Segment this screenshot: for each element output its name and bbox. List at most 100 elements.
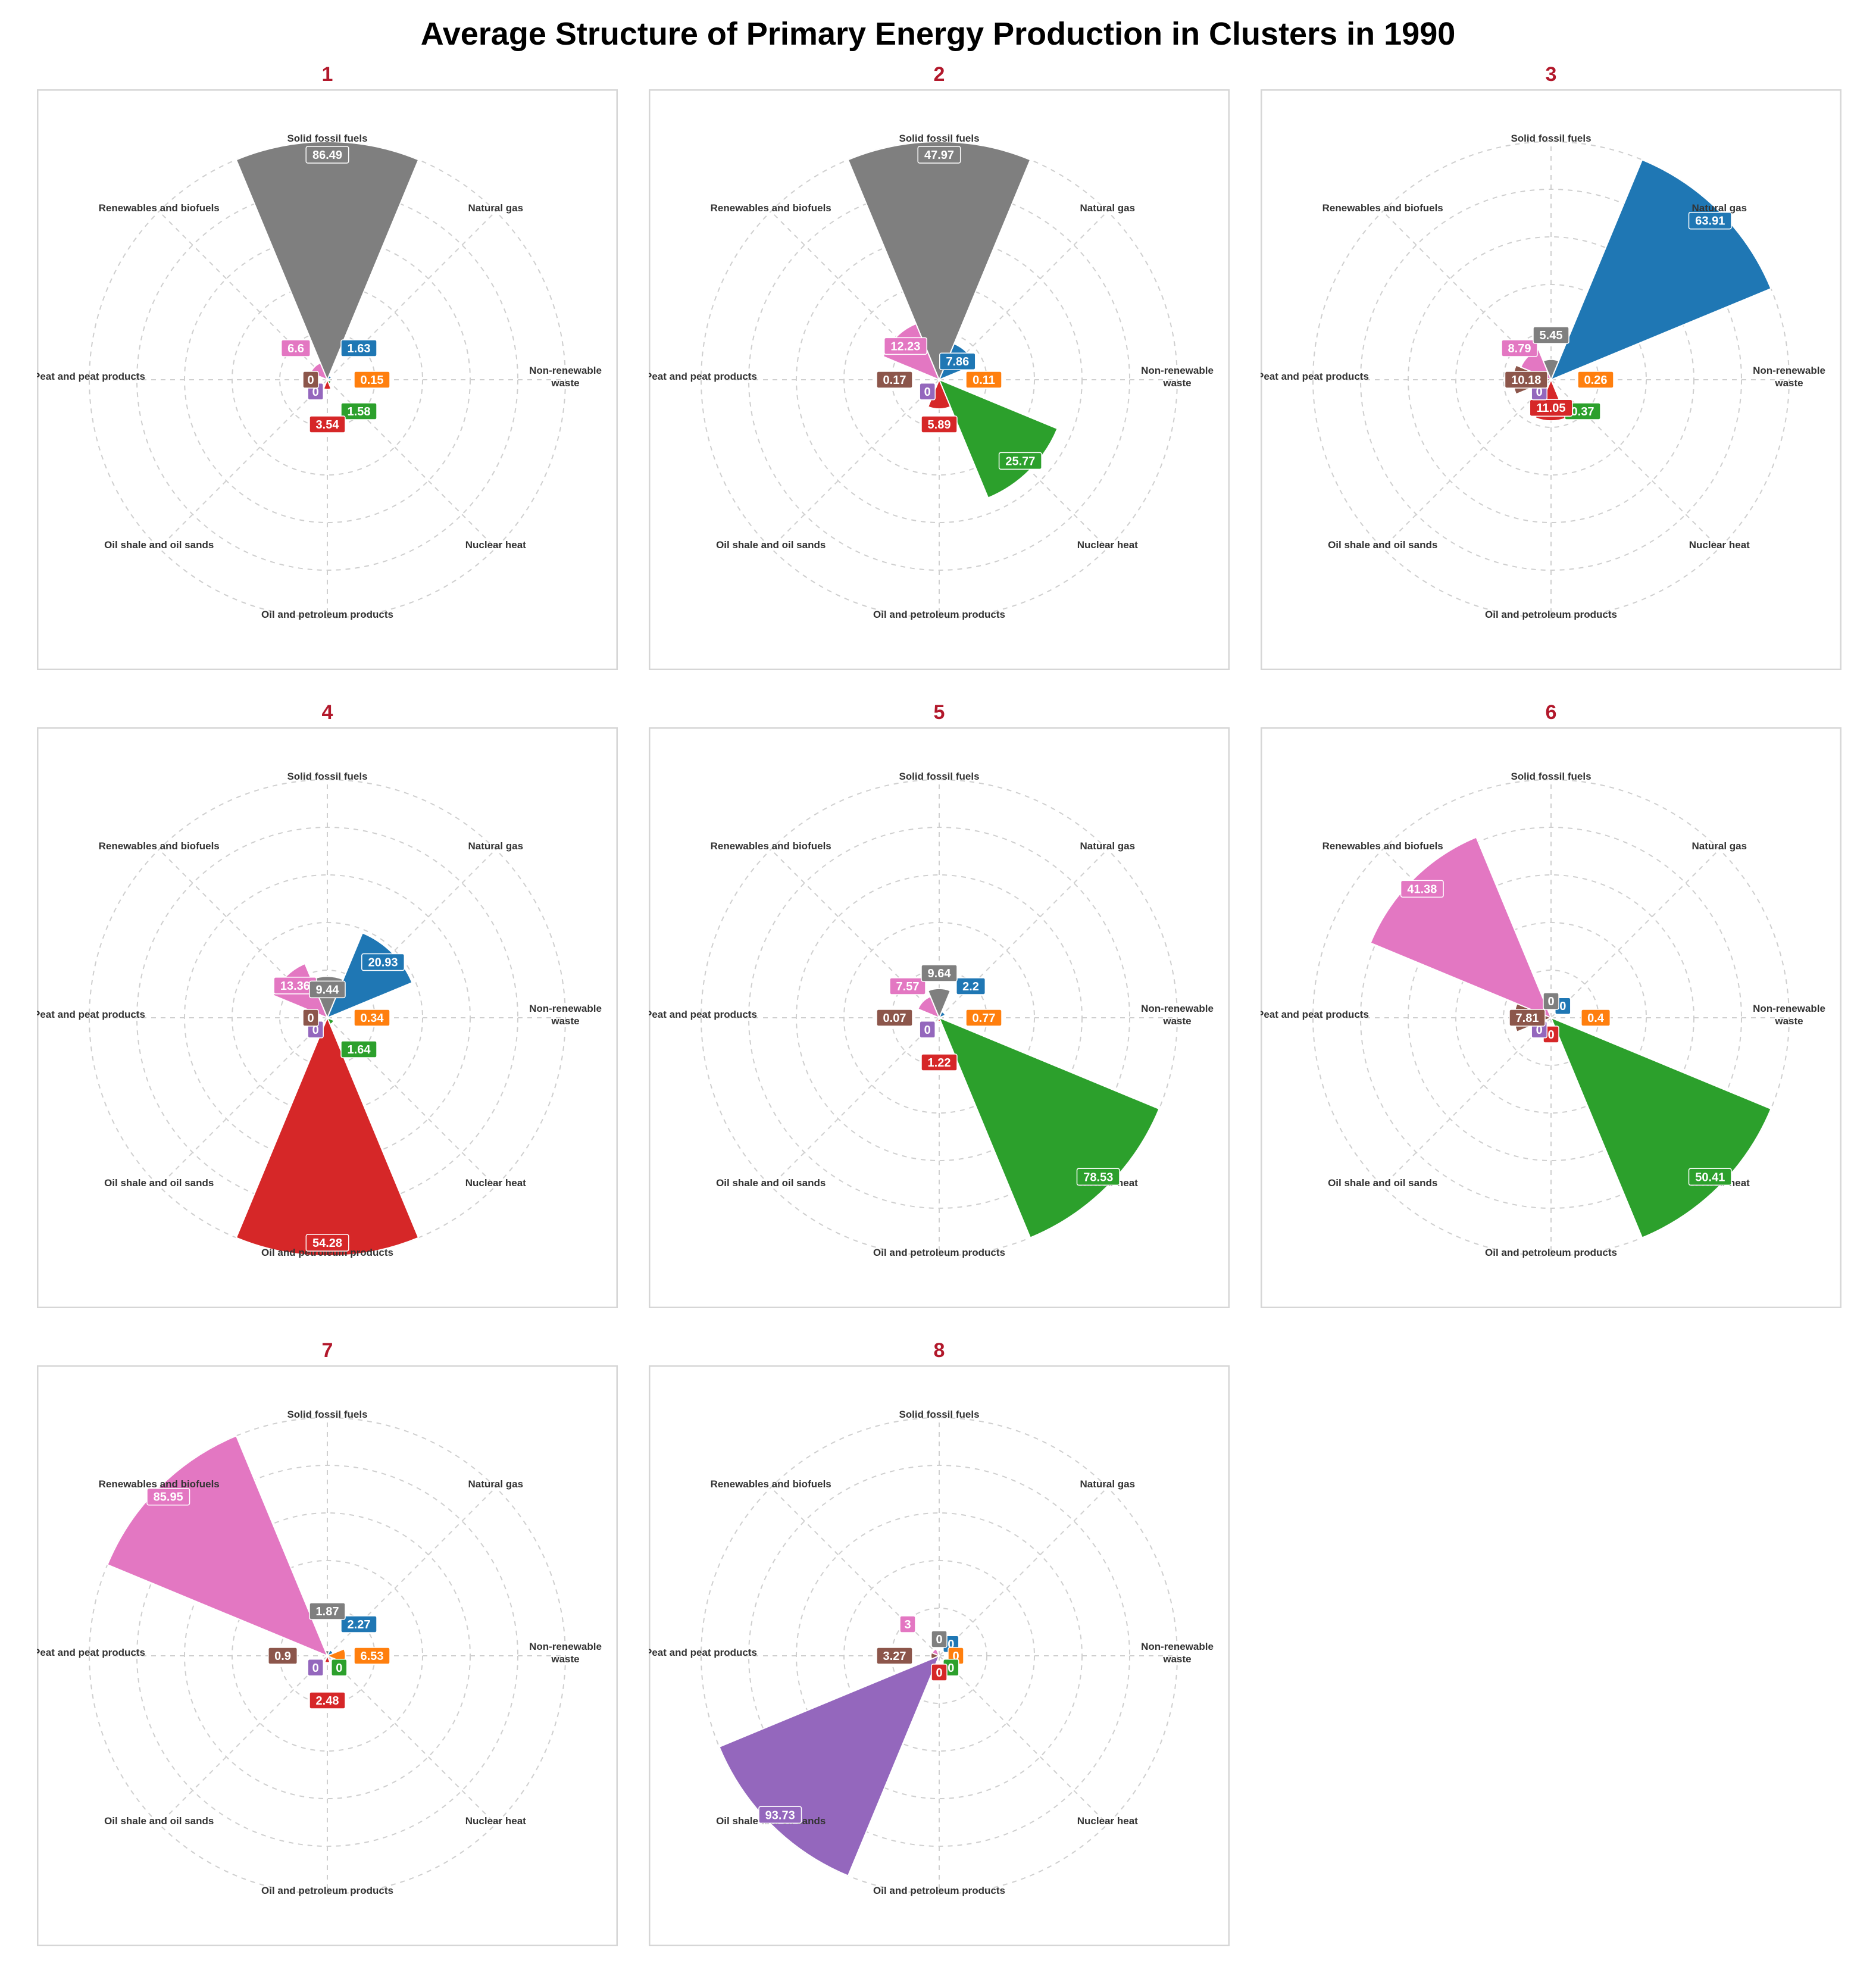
value-label-solid-fossil-fuels: 5.45 [1533,326,1569,344]
category-label-non-renewable-waste: Non-renewable waste [1141,1641,1214,1665]
value-label-nuclear-heat: 78.53 [1076,1168,1120,1186]
grid-spoke [158,1655,328,1825]
svg-text:47.97: 47.97 [924,149,954,162]
bar-solid-fossil-fuels [324,1650,330,1658]
value-label-oil-shale-and-oil-sands: 0 [919,1021,936,1039]
grid-spoke [939,1655,1108,1825]
category-label-solid-fossil-fuels: Solid fossil fuels [287,133,367,144]
category-label-peat-and-peat-products: Peat and peat products [37,1009,145,1020]
category-label-nuclear-heat: Nuclear heat [1077,539,1138,551]
category-label-oil-and-petroleum-products: Oil and petroleum products [261,1247,393,1258]
bar-oil-and-petroleum-products [937,1016,942,1023]
value-label-non-renewable-waste: 0.26 [1577,371,1614,389]
svg-text:0.17: 0.17 [883,374,906,387]
svg-text:78.53: 78.53 [1083,1171,1113,1184]
value-label-renewables-and-biofuels: 3 [899,1615,916,1633]
svg-text:86.49: 86.49 [312,149,342,162]
category-label-oil-and-petroleum-products: Oil and petroleum products [261,609,393,620]
svg-text:25.77: 25.77 [1005,455,1035,468]
grid-spoke [1550,849,1720,1018]
value-label-peat-and-peat-products: 3.27 [876,1647,913,1665]
grid-spoke [327,1655,496,1825]
svg-text:8.79: 8.79 [1508,342,1531,355]
value-label-peat-and-peat-products: 0 [302,1009,319,1027]
svg-text:1.64: 1.64 [348,1043,371,1056]
svg-text:0: 0 [1536,386,1543,399]
value-label-natural-gas: 1.63 [340,339,377,357]
value-label-peat-and-peat-products: 0.07 [876,1009,913,1027]
value-label-non-renewable-waste: 0.4 [1581,1009,1611,1027]
cluster-title: 5 [933,701,945,724]
grid-ring [89,141,566,618]
svg-text:7.86: 7.86 [946,355,969,368]
category-label-non-renewable-waste: Non-renewable waste [529,1003,602,1027]
bar-solid-fossil-fuels [1542,358,1560,382]
category-label-renewables-and-biofuels: Renewables and biofuels [711,1478,831,1490]
svg-text:0: 0 [1547,995,1554,1008]
svg-text:50.41: 50.41 [1695,1171,1725,1184]
cluster-title: 6 [1545,701,1557,724]
category-label-peat-and-peat-products: Peat and peat products [37,371,145,382]
value-label-renewables-and-biofuels: 6.6 [280,339,311,357]
category-label-oil-and-petroleum-products: Oil and petroleum products [1485,1247,1617,1258]
svg-text:2.48: 2.48 [316,1694,339,1708]
bar-oil-and-petroleum-products [927,378,952,410]
value-label-oil-and-petroleum-products: 5.89 [921,415,958,433]
grid-spoke [158,379,328,549]
svg-text:63.91: 63.91 [1695,215,1725,228]
value-label-nuclear-heat: 50.41 [1688,1168,1732,1186]
value-label-peat-and-peat-products: 0.9 [268,1647,298,1665]
grid-ring [701,779,1178,1256]
category-label-nuclear-heat: Nuclear heat [465,1815,526,1827]
category-label-nuclear-heat: Nuclear heat [1689,539,1750,551]
category-label-oil-shale-and-oil-sands: Oil shale and oil sands [104,539,214,551]
category-label-solid-fossil-fuels: Solid fossil fuels [899,771,979,782]
svg-text:1.63: 1.63 [348,342,371,355]
svg-text:3.54: 3.54 [316,418,340,432]
category-label-oil-shale-and-oil-sands: Oil shale and oil sands [104,1815,214,1827]
svg-text:11.05: 11.05 [1537,402,1566,415]
category-label-natural-gas: Natural gas [1080,202,1136,214]
grid-spoke [770,379,940,549]
grid-spoke [1382,1017,1552,1187]
value-label-oil-shale-and-oil-sands: 0 [307,1659,324,1677]
category-label-oil-and-petroleum-products: Oil and petroleum products [873,1247,1005,1258]
category-label-non-renewable-waste: Non-renewable waste [1753,365,1825,389]
value-label-nuclear-heat: 1.58 [340,402,377,420]
cluster-title: 2 [933,63,945,86]
bar-peat-and-peat-products [930,1652,941,1660]
value-label-peat-and-peat-products: 10.18 [1504,371,1548,389]
svg-text:1.58: 1.58 [348,405,371,418]
category-label-oil-shale-and-oil-sands: Oil shale and oil sands [716,539,826,551]
svg-text:9.64: 9.64 [928,967,952,980]
value-label-oil-and-petroleum-products: 0 [931,1664,948,1681]
svg-text:0.11: 0.11 [973,374,995,387]
category-label-solid-fossil-fuels: Solid fossil fuels [1511,133,1591,144]
category-label-renewables-and-biofuels: Renewables and biofuels [99,202,220,214]
chart-title: Average Structure of Primary Energy Prod… [420,16,1456,52]
category-label-renewables-and-biofuels: Renewables and biofuels [1322,202,1443,214]
svg-text:0: 0 [312,1662,319,1675]
svg-text:0.9: 0.9 [274,1650,291,1663]
value-label-oil-shale-and-oil-sands: 0 [919,383,936,401]
value-label-solid-fossil-fuels: 0 [1543,992,1559,1010]
category-label-peat-and-peat-products: Peat and peat products [649,1647,757,1658]
category-label-peat-and-peat-products: Peat and peat products [37,1647,145,1658]
svg-text:3.27: 3.27 [883,1650,906,1663]
value-label-oil-and-petroleum-products: 54.28 [305,1234,349,1252]
svg-text:0: 0 [936,1667,942,1680]
category-label-natural-gas: Natural gas [1692,202,1747,214]
value-label-natural-gas: 7.86 [939,352,976,370]
svg-text:54.28: 54.28 [312,1237,342,1250]
cluster-title: 3 [1545,63,1557,86]
svg-text:1.87: 1.87 [316,1605,339,1618]
svg-text:0: 0 [336,1662,342,1675]
svg-text:0: 0 [1559,1000,1566,1013]
svg-text:0.37: 0.37 [1571,405,1594,418]
value-label-nuclear-heat: 25.77 [998,452,1042,470]
value-label-solid-fossil-fuels: 86.49 [305,146,349,164]
